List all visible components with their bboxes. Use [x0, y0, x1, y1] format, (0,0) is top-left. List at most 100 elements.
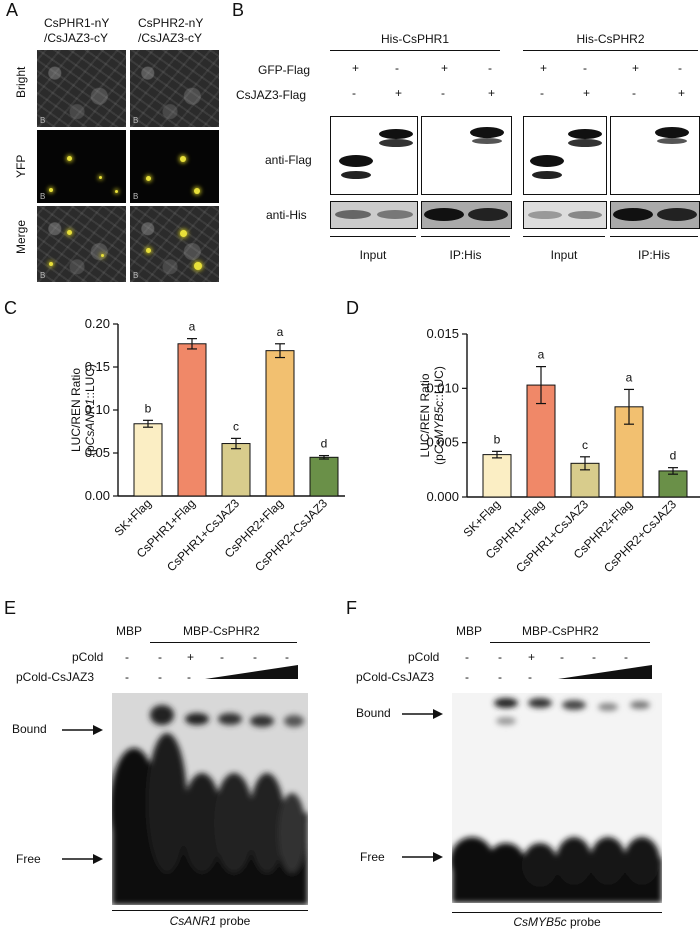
panel-label-d: D [346, 298, 359, 318]
y-axis-label: LUC/REN Ratio [69, 368, 83, 452]
e-probe-label: CsANR1 probe [112, 914, 308, 928]
jaz3-sign: - [187, 670, 191, 684]
micrograph-yfp-2: B [130, 130, 219, 203]
e-protein-underline [150, 642, 297, 643]
micrograph-bright-1: B [37, 50, 126, 127]
panel-label-b: B [232, 0, 245, 20]
pcold-sign: - [158, 650, 162, 664]
y-axis-label: LUC/REN Ratio [418, 373, 432, 457]
f-mbp-label: MBP [456, 624, 483, 638]
lane-underline [421, 236, 510, 237]
gfp-sign: + [352, 61, 360, 75]
pcold-sign: - [592, 650, 596, 664]
significance-letter: a [626, 370, 633, 384]
scale-bar: B [133, 116, 139, 125]
jaz3-sign: - [528, 670, 532, 684]
pcold-sign: - [560, 650, 564, 664]
bar [658, 470, 688, 498]
gfp-sign: + [540, 61, 548, 75]
scale-bar: B [40, 192, 46, 201]
micrograph-merge-1: B [37, 206, 126, 282]
e-pcold-label: pCold [72, 650, 104, 664]
e-probe-gene: CsANR1 [169, 914, 217, 928]
group-his-csphr2: His-CsPHR2 [576, 32, 645, 46]
significance-letter: c [582, 438, 588, 452]
gfp-sign: - [583, 61, 587, 75]
bar [309, 456, 339, 497]
panel-a-row-merge: Merge [14, 219, 28, 254]
jaz3-sign: - [125, 670, 129, 684]
e-gel-image [112, 693, 308, 905]
bar [133, 423, 163, 497]
gfp-sign: + [632, 61, 640, 75]
e-probe-underline [112, 910, 308, 911]
micrograph-merge-2: B [130, 206, 219, 282]
micrograph-bright-2: B [130, 50, 219, 127]
group1-underline [330, 50, 500, 51]
jaz-sign: + [395, 86, 403, 100]
panel-label-e: E [4, 598, 17, 618]
jaz-sign: - [540, 86, 544, 100]
jaz-sign: + [678, 86, 686, 100]
f-probe-suffix: probe [566, 915, 601, 929]
y-tick-label: 0.00 [85, 488, 110, 503]
category-label: SK+Flag [111, 496, 154, 539]
f-pcold-jaz3-label: pCold-CsJAZ3 [356, 670, 435, 684]
blot-his-ip-2 [610, 201, 700, 229]
panel-label-a: A [6, 0, 19, 20]
jaz-sign: - [352, 86, 356, 100]
e-pcold-jaz3-label: pCold-CsJAZ3 [16, 670, 95, 684]
panel-a-row-bright: Bright [14, 66, 28, 98]
significance-letter: b [145, 401, 152, 415]
panel-a-col1-header: CsPHR1-nY /CsJAZ3-cY [44, 16, 109, 46]
blot-flag-ip-1 [421, 116, 512, 195]
significance-letter: d [321, 437, 328, 451]
e-free-label: Free [16, 852, 41, 866]
pcold-sign: + [187, 650, 195, 664]
category-label: SK+Flag [460, 497, 503, 540]
y-tick-label: 0.15 [85, 359, 110, 374]
pcold-sign: - [624, 650, 628, 664]
e-protein-label: MBP-CsPHR2 [183, 624, 260, 638]
lane-ip-1: IP:His [449, 248, 482, 262]
bar [265, 350, 295, 497]
y-tick-label: 0.015 [426, 326, 459, 341]
pcold-sign: - [125, 650, 129, 664]
chart-c: 0.00 0.05 0.10 0.15 0.20 LUC/REN Ratio (pCsANR… [69, 316, 345, 574]
gfp-sign: - [678, 61, 682, 75]
panel-a-col1-line1: CsPHR1-nY [44, 16, 110, 30]
micrograph-yfp-1: B [37, 130, 126, 203]
significance-letter: d [670, 449, 677, 463]
significance-letter: c [233, 419, 239, 433]
panel-a-col2-line1: CsPHR2-nY [138, 16, 204, 30]
pcold-sign: + [528, 650, 536, 664]
pcold-sign: - [498, 650, 502, 664]
blot-flag-input-2 [523, 116, 607, 195]
f-protein-underline [490, 642, 650, 643]
scale-bar: B [133, 271, 139, 280]
scale-bar: B [40, 271, 46, 280]
significance-letter: a [538, 348, 545, 362]
f-gel-image [452, 693, 662, 903]
lane-ip-2: IP:His [637, 248, 670, 262]
jaz-sign: - [632, 86, 636, 100]
f-free-arrow-icon [402, 852, 443, 862]
jaz3-sign: - [465, 670, 469, 684]
group2-underline [523, 50, 698, 51]
group-his-csphr1: His-CsPHR1 [380, 32, 449, 46]
significance-letter: a [189, 320, 196, 334]
lane-underline [330, 236, 416, 237]
bar [482, 454, 512, 498]
lane-input-2: Input [550, 248, 578, 262]
panel-label-f: F [346, 598, 357, 618]
panel-a-col1-line2: /CsJAZ3-cY [44, 31, 109, 45]
panel-a-col2-header: CsPHR2-nY /CsJAZ3-cY [138, 16, 203, 46]
jaz-sign: + [583, 86, 591, 100]
e-free-arrow-icon [62, 854, 103, 864]
scale-bar: B [133, 192, 139, 201]
scale-bar: B [40, 116, 46, 125]
gfp-sign: + [441, 61, 449, 75]
lane-underline [523, 236, 605, 237]
y-tick-label: 0.000 [426, 489, 459, 504]
f-bound-label: Bound [356, 706, 391, 720]
